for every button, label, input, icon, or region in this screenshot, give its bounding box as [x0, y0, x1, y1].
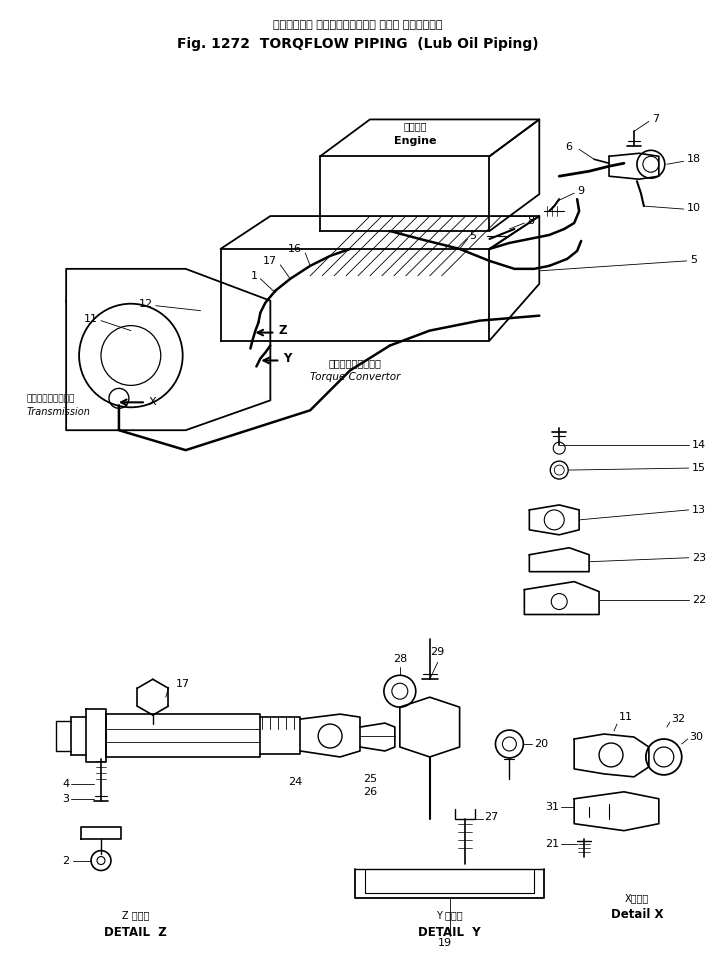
Text: Engine: Engine [394, 136, 436, 146]
Text: 4: 4 [62, 779, 69, 789]
Text: Z: Z [278, 324, 287, 337]
Text: 18: 18 [687, 154, 701, 165]
Text: 27: 27 [485, 811, 499, 822]
Text: 5: 5 [690, 255, 697, 265]
Text: Y 詳　細: Y 詳 細 [437, 911, 463, 920]
Text: 26: 26 [363, 787, 377, 797]
Text: 29: 29 [431, 648, 445, 657]
Text: Transmission: Transmission [27, 407, 90, 417]
Text: 7: 7 [652, 114, 659, 125]
Text: 17: 17 [176, 679, 190, 690]
Text: 24: 24 [288, 777, 303, 787]
Text: Detail X: Detail X [611, 909, 663, 921]
Text: 1: 1 [250, 271, 257, 281]
Text: X詳　細: X詳 細 [625, 893, 649, 904]
Text: 19: 19 [437, 938, 452, 949]
Text: 14: 14 [692, 440, 706, 450]
Text: 20: 20 [534, 739, 549, 749]
Text: 3: 3 [62, 794, 69, 804]
Text: DETAIL  Y: DETAIL Y [418, 926, 481, 939]
Text: 8: 8 [527, 216, 534, 226]
Text: Fig. 1272  TORQFLOW PIPING  (Lub Oil Piping): Fig. 1272 TORQFLOW PIPING (Lub Oil Pipin… [177, 37, 538, 51]
Text: Z 詳　細: Z 詳 細 [122, 911, 150, 920]
Text: トルク　コンバータ: トルク コンバータ [328, 358, 381, 368]
Text: Torque Convertor: Torque Convertor [310, 372, 400, 383]
Text: 10: 10 [687, 204, 701, 213]
Text: 30: 30 [689, 732, 703, 742]
Text: エンジン: エンジン [403, 122, 427, 131]
Text: 11: 11 [619, 712, 633, 722]
Text: 31: 31 [545, 802, 559, 811]
Text: 12: 12 [138, 299, 153, 309]
Text: 21: 21 [545, 839, 559, 848]
Text: トルクフロー パイピング（ループ オイル パイピング）: トルクフロー パイピング（ループ オイル パイピング） [273, 19, 443, 30]
Text: 17: 17 [263, 256, 277, 266]
Text: DETAIL  Z: DETAIL Z [105, 926, 167, 939]
Text: 6: 6 [565, 142, 572, 152]
Text: 13: 13 [692, 505, 706, 515]
Text: トランスミッション: トランスミッション [27, 393, 75, 403]
Text: 11: 11 [84, 314, 98, 323]
Text: X: X [149, 397, 156, 407]
Text: 5: 5 [470, 231, 477, 241]
Text: 15: 15 [692, 463, 706, 473]
Text: Y: Y [283, 352, 292, 365]
Text: 9: 9 [577, 186, 584, 196]
Text: 22: 22 [692, 594, 706, 605]
Text: 16: 16 [288, 244, 303, 254]
Text: 25: 25 [363, 774, 377, 784]
Text: 32: 32 [671, 714, 685, 724]
Text: 2: 2 [62, 855, 69, 866]
Text: 23: 23 [692, 552, 706, 563]
Text: 28: 28 [393, 655, 407, 664]
